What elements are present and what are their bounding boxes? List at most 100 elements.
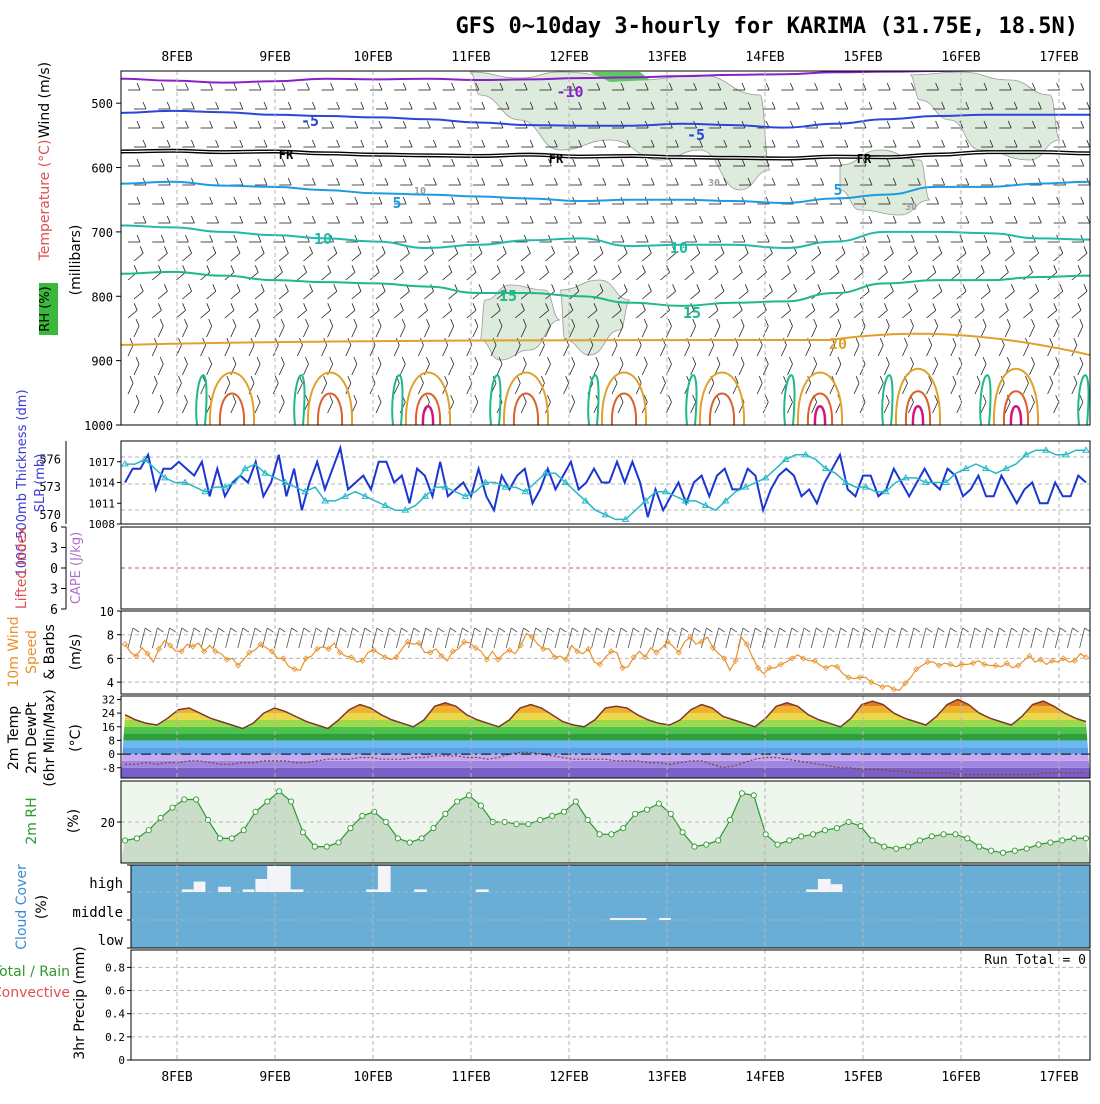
wind-barb-flag [914, 284, 918, 292]
wind-barb-flag [1013, 101, 1018, 110]
wind-barb-flag [451, 234, 455, 243]
wind-barb-flag [522, 394, 527, 403]
ylabel-thickness: 1000-500mb Thickness (dm) [15, 389, 30, 576]
wind-barb-flag [474, 627, 481, 633]
wind-speed-marker [992, 662, 999, 669]
wind-barb-flag [136, 196, 141, 205]
wind-barb [310, 627, 317, 649]
wind-barb-flag [890, 246, 894, 254]
wind-barb-flag [602, 101, 607, 110]
wind-barb-flag [305, 318, 309, 327]
wind-barb [448, 325, 455, 338]
wind-barb-flag [505, 101, 510, 110]
thickness-marker [201, 487, 209, 495]
wind-barb [286, 627, 292, 649]
thickness-tick-label: 576 [39, 452, 61, 466]
wind-barb-flag [917, 101, 921, 110]
chart-title: GFS 0~10day 3-hourly for KARIMA (31.75E,… [455, 14, 1078, 39]
temperature-contour-20 [1092, 369, 1100, 425]
rh-marker [869, 837, 876, 844]
wind-barb-flag [908, 303, 912, 311]
wind-barb-flag [451, 158, 455, 167]
wind-barb-flag [696, 284, 701, 292]
wind-barb-flag [740, 318, 745, 327]
wind-barb [998, 344, 1005, 357]
wind-barb-flag [160, 158, 165, 167]
wind-barb [1054, 627, 1061, 649]
wind-barb [660, 382, 666, 395]
wind-barb-flag [571, 394, 576, 403]
contour-label: 5 [833, 181, 842, 199]
wind-barb [787, 290, 797, 300]
wind-speed-marker [517, 642, 524, 649]
wind-barb-flag [572, 82, 576, 91]
temperature-contour-30 [813, 405, 827, 425]
wind-barb [787, 325, 793, 338]
wind-barb [974, 271, 985, 281]
wind-barb [200, 271, 211, 281]
rh-marker [976, 843, 983, 850]
wind-barb [303, 252, 313, 262]
wind-barb [908, 401, 914, 414]
wind-barb-flag [424, 303, 428, 311]
wind-barb-flag [554, 139, 558, 148]
wind-barb-flag [595, 318, 600, 327]
wind-barb-flag [257, 158, 262, 167]
wind-barb [969, 627, 976, 649]
wind-barb-flag [565, 375, 570, 384]
wind-barb-flag [989, 215, 994, 224]
rh-marker [940, 831, 947, 838]
wind-speed-marker [223, 656, 230, 663]
wind-barb [254, 325, 261, 338]
wind-barb [660, 271, 670, 281]
wind-barb-flag [892, 101, 897, 110]
thickness-marker [361, 492, 370, 499]
rh-marker [145, 827, 152, 834]
wind-barb [690, 325, 697, 338]
wind-barb [206, 363, 213, 376]
wind-barb [950, 271, 961, 281]
wind-barb-flag [690, 265, 695, 273]
wind-barb-flag [747, 177, 752, 186]
wind-barb [1092, 628, 1097, 648]
wind-barb-flag [498, 356, 503, 365]
wind-barb [182, 325, 188, 338]
wind-barb-flag [569, 265, 574, 273]
wind-barb [127, 382, 134, 395]
wind-barb [569, 363, 576, 376]
wind-speed-marker [325, 645, 332, 653]
wind-barb [303, 363, 309, 376]
wind-barb-flag [742, 627, 750, 633]
date-label-bottom: 14FEB [745, 1070, 784, 1085]
wind-barb-flag [619, 394, 624, 403]
wind-barb [957, 627, 963, 649]
wind-barb-flag [796, 177, 800, 186]
wind-barb-flag [353, 356, 358, 365]
wind-barb [375, 290, 386, 300]
wind-barb-flag [764, 394, 769, 403]
wind-barb [375, 252, 386, 262]
wind-barb [774, 627, 780, 649]
wind-barb-flag [868, 177, 873, 186]
wind-barb [762, 325, 769, 338]
wind-barb-flag [815, 627, 823, 633]
wind-barb-flag [911, 158, 915, 167]
wind-barb-flag [254, 303, 259, 311]
wind-barb-flag [569, 303, 574, 311]
wind-barb-flag [233, 234, 238, 243]
wind-barb-flag [378, 158, 383, 167]
wind-barb-flag [820, 177, 824, 186]
wind-barb-flag [837, 318, 842, 327]
wind-barb-flag [474, 318, 479, 327]
wind-barb-flag [274, 375, 279, 384]
wind-barb [347, 627, 353, 649]
li-tick-label: 3 [50, 583, 58, 598]
wind-barb-flag [185, 82, 189, 91]
precip-tick-label: 0.4 [105, 1008, 125, 1021]
wind-barb [902, 382, 908, 395]
wind-barb [569, 325, 576, 338]
wind-barb-flag [327, 627, 335, 633]
wind-barb-flag [1080, 158, 1085, 167]
wind-barb-flag [1049, 375, 1054, 384]
wind-barb [157, 325, 164, 338]
